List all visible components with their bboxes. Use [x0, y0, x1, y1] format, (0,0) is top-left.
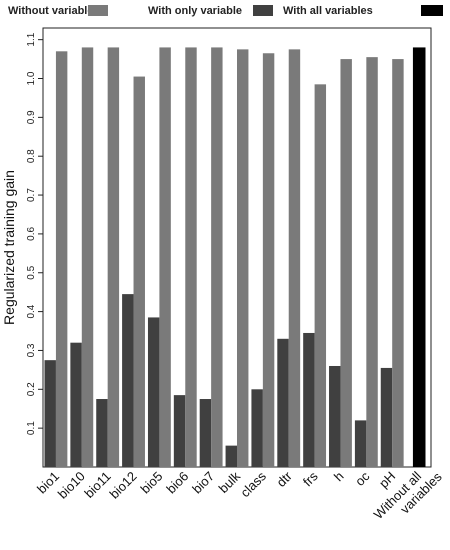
legend-swatch — [253, 5, 273, 16]
bar-without-variable — [211, 47, 223, 468]
bar-without-variable — [340, 59, 352, 467]
bar-with-only-variable — [199, 399, 212, 467]
bar-with-only-variable — [277, 338, 289, 467]
bar-without-variable — [392, 59, 404, 467]
bar-without-variable — [55, 51, 68, 468]
y-tick-label: 0.3 — [26, 343, 37, 357]
legend-label: With only variable — [148, 5, 242, 17]
x-category-label: bio7 — [189, 469, 217, 497]
bar-with-only-variable — [96, 399, 108, 467]
x-category-label: bio5 — [138, 469, 166, 497]
x-category-label: frs — [300, 468, 321, 489]
y-tick-label: 0.5 — [26, 265, 37, 279]
bar-without-variable — [366, 57, 378, 467]
plot-area: 0.10.20.30.40.50.60.70.80.91.01.1bio1bio… — [26, 27, 445, 532]
y-tick-label: 1.0 — [26, 71, 37, 85]
x-category-label: bio10 — [55, 469, 88, 502]
bar-with-only-variable — [354, 420, 367, 467]
bar-without-variable — [107, 47, 120, 468]
x-category-label: class — [237, 468, 269, 500]
y-tick-label: 0.1 — [26, 421, 37, 435]
y-tick-label: 0.7 — [26, 188, 37, 202]
bar-without-variable — [288, 49, 301, 468]
bar-without-variable — [159, 47, 171, 468]
y-tick-label: 0.8 — [26, 149, 37, 163]
bar-with-only-variable — [329, 365, 341, 467]
bar-without-variable — [133, 76, 145, 467]
bar-with-only-variable — [122, 294, 134, 467]
bar-without-variable — [314, 84, 327, 468]
legend: Without variable With only variable With a… — [8, 5, 443, 17]
bar-without-variable — [237, 49, 249, 468]
x-category-label: Without allvariables — [371, 458, 445, 532]
legend-swatch — [88, 5, 108, 16]
y-axis-label: Regularized training gain — [1, 170, 17, 325]
bar-with-all-variables — [412, 47, 426, 468]
bar-with-only-variable — [303, 332, 315, 467]
legend-swatch — [421, 5, 443, 16]
bar-without-variable — [81, 47, 94, 468]
legend-label: With all variables — [283, 5, 373, 17]
y-tick-label: 0.9 — [26, 110, 37, 124]
x-category-label: dtr — [274, 468, 296, 490]
x-category-label: oc — [352, 468, 373, 489]
y-tick-label: 0.2 — [26, 382, 37, 396]
bar-with-only-variable — [225, 445, 237, 467]
y-tick-label: 1.1 — [26, 32, 37, 46]
bar-without-variable — [262, 53, 275, 468]
x-category-label: h — [331, 469, 347, 485]
y-tick-label: 0.6 — [26, 227, 37, 241]
x-category-label: bio12 — [107, 469, 140, 502]
bar-with-only-variable — [173, 395, 186, 467]
bar-with-only-variable — [70, 342, 82, 467]
bar-with-only-variable — [44, 360, 56, 467]
legend-label: Without variable — [8, 5, 93, 17]
bar-without-variable — [185, 47, 197, 468]
y-tick-label: 0.4 — [26, 304, 37, 318]
bar-with-only-variable — [147, 317, 160, 467]
x-category-label: bio11 — [81, 469, 113, 501]
bar-with-only-variable — [380, 367, 393, 467]
bar-with-only-variable — [251, 389, 263, 467]
x-category-label: bio6 — [163, 469, 191, 497]
